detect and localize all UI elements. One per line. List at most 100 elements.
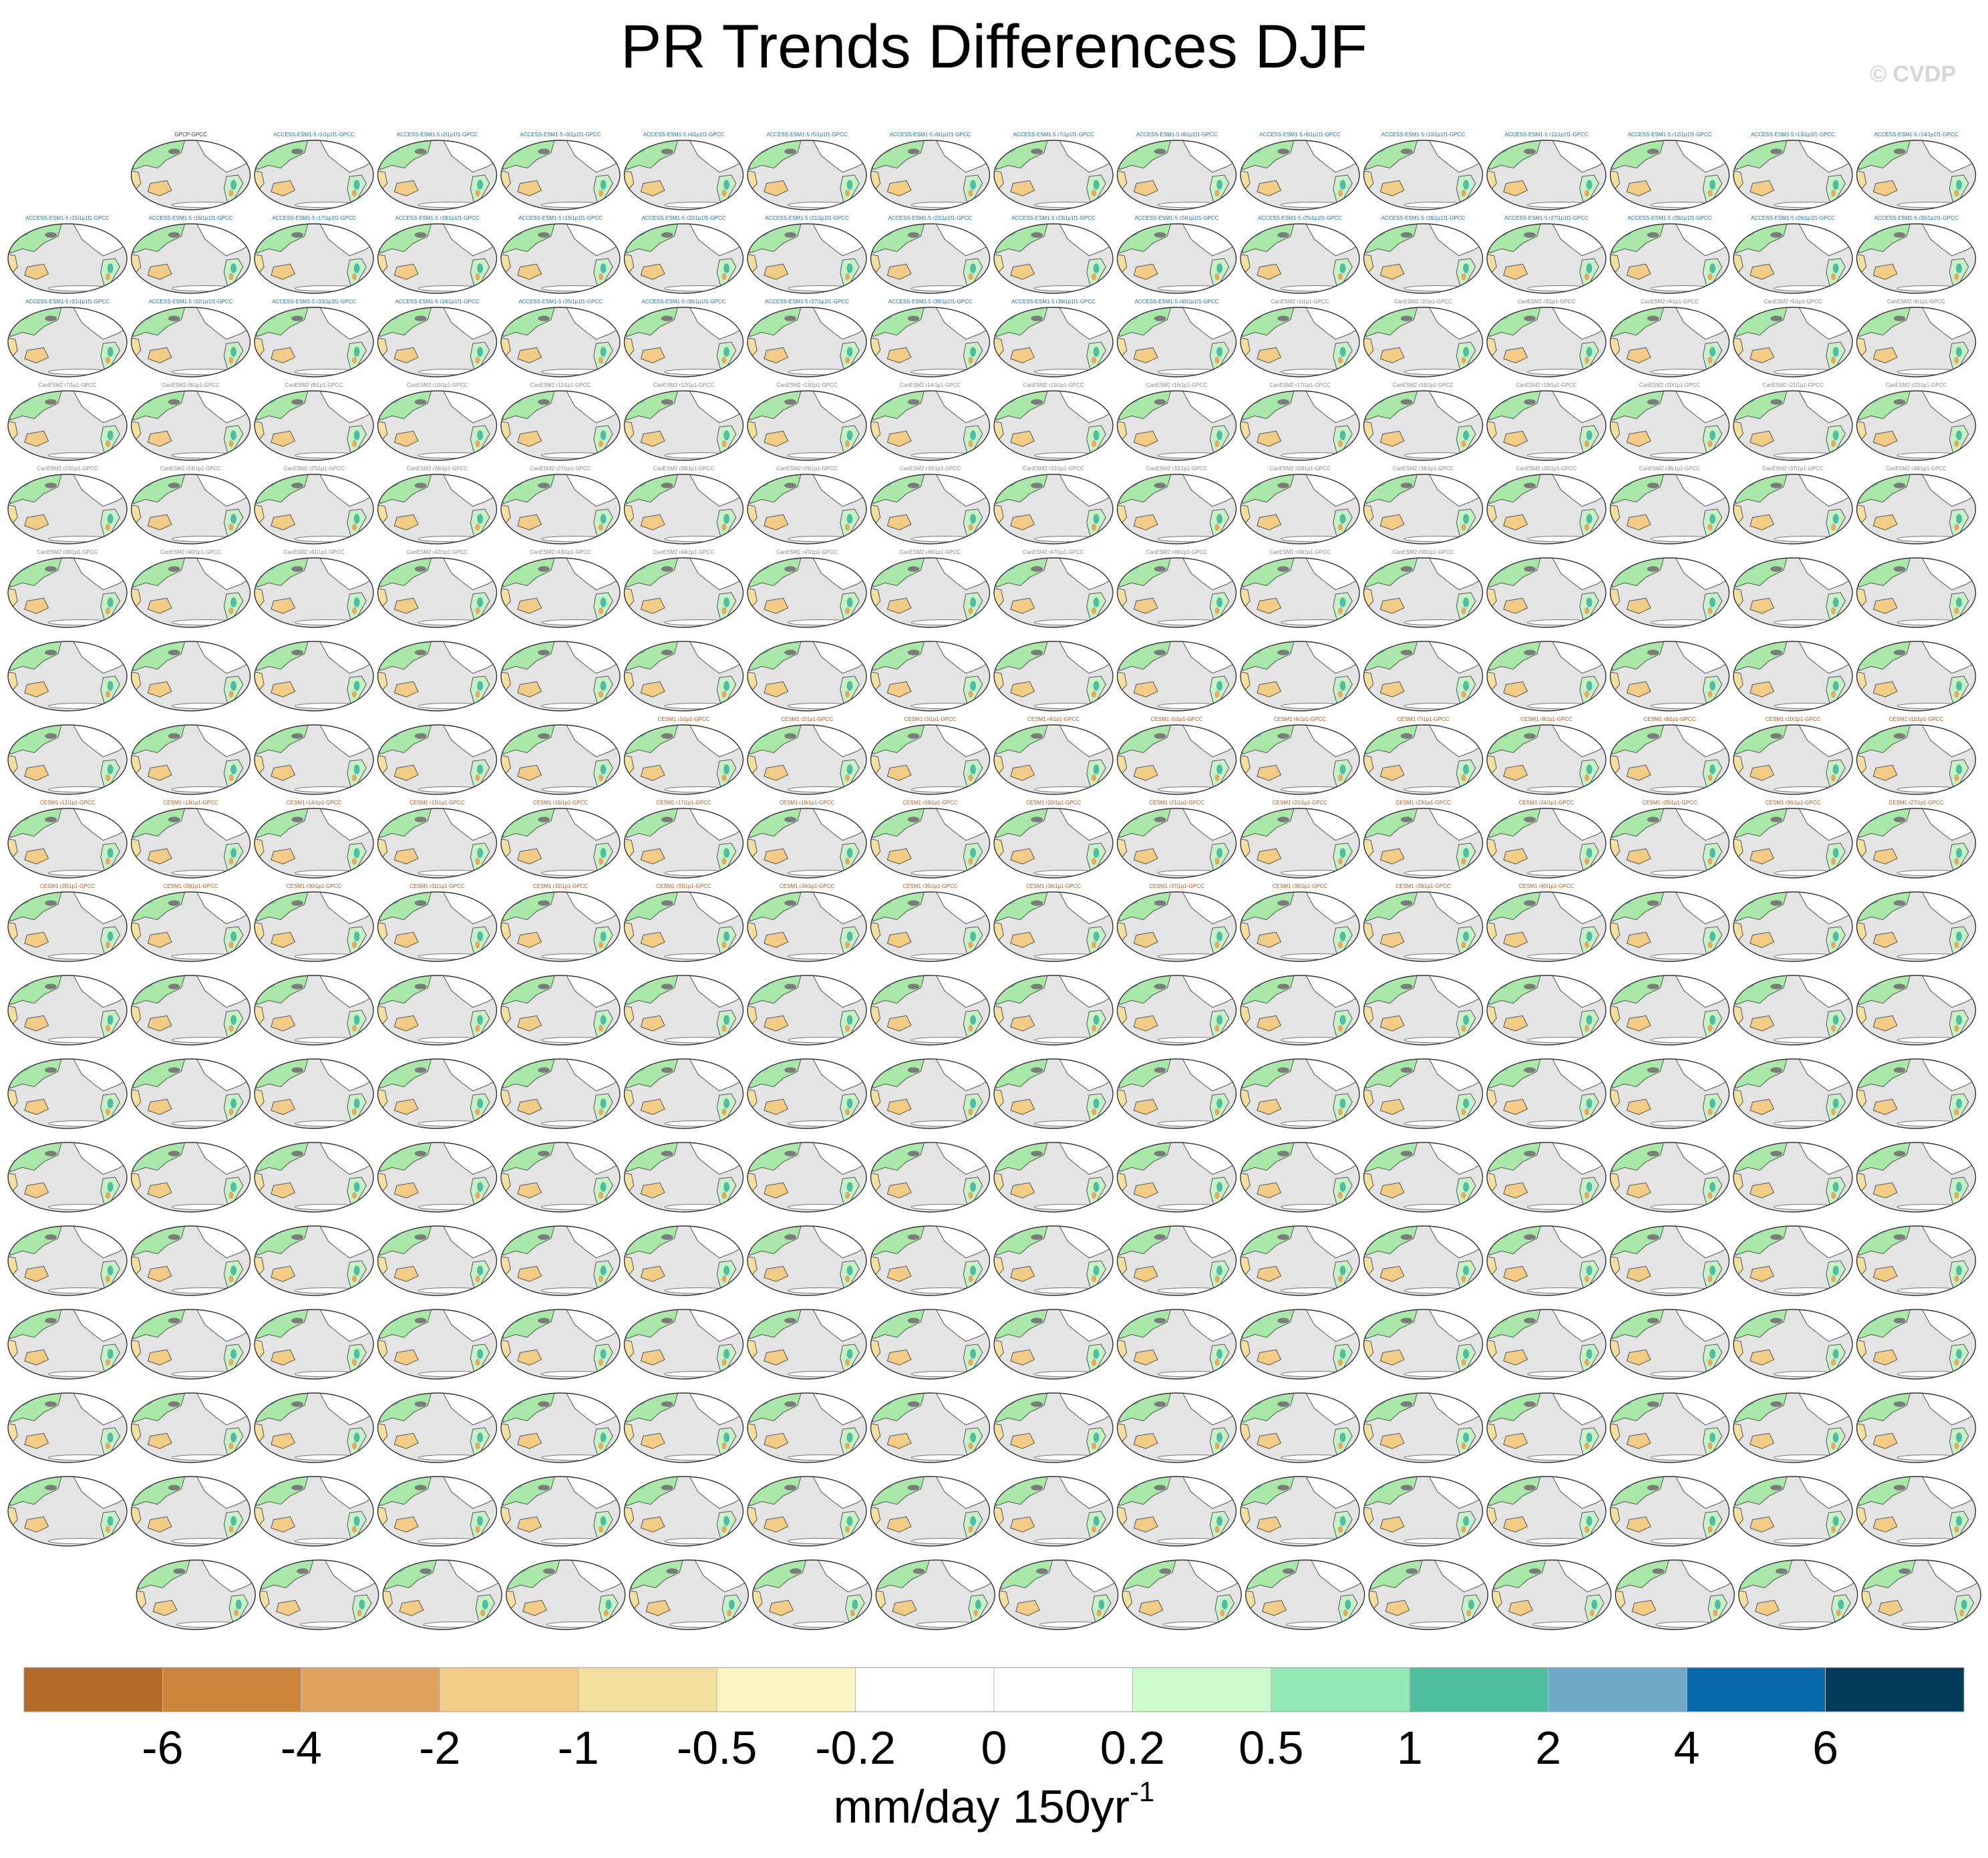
panel-title: ACCESS-ESM1-5 r22i1p1f1-GPCC bbox=[888, 215, 973, 221]
panel-title: ACCESS-ESM1-5 r23i1p1f1-GPCC bbox=[1011, 215, 1096, 221]
colorbar-tick-label: 0.2 bbox=[1100, 1722, 1165, 1774]
colorbar-tick-label: 1 bbox=[1397, 1722, 1423, 1774]
map-outline bbox=[7, 307, 128, 377]
panel-title: ACCESS-ESM1-5 r35i1p1f1-GPCC bbox=[518, 299, 603, 305]
continent bbox=[24, 514, 49, 530]
map-outline bbox=[254, 390, 374, 461]
continent bbox=[640, 180, 665, 196]
map-outline bbox=[254, 223, 374, 294]
map-outline bbox=[1733, 390, 1853, 461]
panel-title: ACCESS-ESM1-5 r40i1p1f1-GPCC bbox=[1135, 299, 1219, 305]
map-panel: ACCESS-ESM1-5 r17i1p1f1-GPCC bbox=[254, 215, 374, 294]
colorbar-swatch bbox=[301, 1667, 440, 1712]
continent bbox=[393, 430, 419, 447]
map-outline bbox=[377, 223, 498, 294]
map-panel: CanESM2 r23i1p1-GPCC bbox=[7, 466, 128, 545]
map-outline bbox=[500, 223, 621, 294]
continent bbox=[1379, 430, 1405, 447]
continent bbox=[517, 263, 542, 280]
map-outline bbox=[377, 474, 498, 545]
map-panel: CanESM2 r16i1p1-GPCC bbox=[1116, 382, 1237, 461]
continent bbox=[271, 347, 296, 363]
map-outline bbox=[130, 307, 251, 377]
map-outline bbox=[377, 140, 498, 210]
continent bbox=[271, 263, 296, 280]
panel-title: ACCESS-ESM1-5 r28i1p1f1-GPCC bbox=[1628, 215, 1712, 221]
map-outline bbox=[1486, 140, 1607, 210]
map-outline bbox=[377, 307, 498, 377]
continent bbox=[1872, 180, 1898, 196]
map-outline bbox=[1733, 140, 1853, 210]
map-panel: ACCESS-ESM1-5 r40i1p1f1-GPCC bbox=[1116, 299, 1237, 377]
map-panel: ACCESS-ESM1-5 r25i1p1f1-GPCC bbox=[1240, 215, 1360, 294]
continent bbox=[24, 430, 49, 447]
continent bbox=[147, 514, 172, 530]
panel-title: CanESM2 r28i1p1-GPCC bbox=[653, 466, 714, 472]
panel-title: CanESM2 r11i1p1-GPCC bbox=[530, 382, 591, 388]
map-outline bbox=[623, 390, 744, 461]
panel-title: ACCESS-ESM1-5 r1i1p1f1-GPCC bbox=[273, 132, 355, 138]
continent bbox=[640, 514, 665, 530]
continent bbox=[1503, 180, 1528, 196]
continent bbox=[1626, 263, 1651, 280]
map-outline bbox=[500, 307, 621, 377]
continent bbox=[147, 180, 172, 196]
continent bbox=[271, 430, 296, 447]
map-outline bbox=[254, 140, 374, 210]
panel-title: ACCESS-ESM1-5 r34i1p1f1-GPCC bbox=[395, 299, 480, 305]
cvdp-watermark: © CVDP bbox=[1870, 61, 1956, 87]
map-outline bbox=[1733, 307, 1853, 377]
panel-title: CanESM2 r10i1p1-GPCC bbox=[407, 382, 468, 388]
panel-title: CanESM2 r19i1p1-GPCC bbox=[1516, 382, 1577, 388]
panel-title: CanESM2 r27i1p1-GPCC bbox=[530, 466, 591, 472]
colorbar-tick-label: 2 bbox=[1535, 1722, 1561, 1774]
continent bbox=[1750, 430, 1775, 447]
continent bbox=[24, 263, 49, 280]
panel-title: ACCESS-ESM1-5 r36i1p1f1-GPCC bbox=[642, 299, 726, 305]
continent bbox=[147, 263, 172, 280]
panel-title: ACCESS-ESM1-5 r2i1p1f1-GPCC bbox=[397, 132, 478, 138]
continent bbox=[764, 263, 789, 280]
map-outline bbox=[7, 390, 128, 461]
map-panel: ACCESS-ESM1-5 r37i1p1f1-GPCC bbox=[747, 299, 867, 377]
panel-title: ACCESS-ESM1-5 r21i1p1f1-GPCC bbox=[765, 215, 849, 221]
panel-title: ACCESS-ESM1-5 r11i1p1f1-GPCC bbox=[1504, 132, 1588, 138]
map-outline bbox=[1609, 140, 1730, 210]
colorbar-tick-label: -6 bbox=[142, 1722, 183, 1774]
map-outline bbox=[993, 390, 1114, 461]
map-outline bbox=[254, 474, 374, 545]
continent bbox=[1626, 347, 1651, 363]
map-outline bbox=[130, 474, 251, 545]
continent bbox=[271, 514, 296, 530]
continent bbox=[1133, 263, 1158, 280]
map-outline bbox=[870, 223, 991, 294]
panel-title: CanESM2 r17i1p1-GPCC bbox=[1269, 382, 1330, 388]
continent bbox=[1379, 180, 1405, 196]
panel-title: CanESM2 r6i1p1-GPCC bbox=[1887, 299, 1945, 305]
colorbar-tick-label: -2 bbox=[419, 1722, 460, 1774]
continent bbox=[640, 263, 665, 280]
map-panel: ACCESS-ESM1-5 r9i1p1f1-GPCC bbox=[1240, 132, 1360, 210]
colorbar-tick-label: -1 bbox=[558, 1722, 599, 1774]
map-outline bbox=[1363, 390, 1484, 461]
colorbar-swatch bbox=[439, 1667, 579, 1712]
map-panel: CanESM2 r15i1p1-GPCC bbox=[993, 382, 1114, 461]
continent bbox=[271, 180, 296, 196]
panel-title: ACCESS-ESM1-5 r17i1p1f1-GPCC bbox=[272, 215, 356, 221]
continent bbox=[1750, 347, 1775, 363]
map-outline bbox=[1609, 390, 1730, 461]
colorbar-tick-label: -4 bbox=[281, 1722, 322, 1774]
map-panel: CanESM2 r14i1p1-GPCC bbox=[870, 382, 991, 461]
continent bbox=[517, 430, 542, 447]
map-panel: ACCESS-ESM1-5 r10i1p1f1-GPCC bbox=[1363, 132, 1484, 210]
map-outline bbox=[747, 140, 867, 210]
colorbar-swatch bbox=[578, 1667, 717, 1712]
continent bbox=[517, 180, 542, 196]
panel-title: CanESM2 r12i1p1-GPCC bbox=[653, 382, 714, 388]
panel-title: ACCESS-ESM1-5 r29i1p1f1-GPCC bbox=[1751, 215, 1835, 221]
continent bbox=[1010, 263, 1035, 280]
panel-title: ACCESS-ESM1-5 r19i1p1f1-GPCC bbox=[518, 215, 603, 221]
map-panel: ACCESS-ESM1-5 r13i1p1f1-GPCC bbox=[1733, 132, 1853, 210]
map-outline bbox=[1240, 140, 1360, 210]
